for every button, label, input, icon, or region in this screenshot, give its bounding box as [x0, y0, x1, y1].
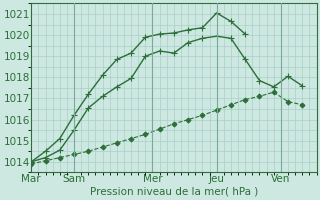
X-axis label: Pression niveau de la mer( hPa ): Pression niveau de la mer( hPa ): [90, 187, 258, 197]
